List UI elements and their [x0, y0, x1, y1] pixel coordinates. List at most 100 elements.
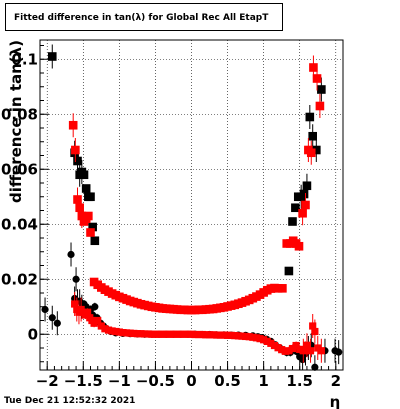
- x-tick-label: −2: [36, 372, 59, 390]
- data-point-square: [227, 331, 235, 339]
- data-point-square: [122, 329, 131, 337]
- data-point-square: [270, 341, 279, 350]
- data-point-square: [296, 345, 304, 353]
- data-point-square: [306, 148, 316, 158]
- data-point-square: [273, 284, 283, 293]
- data-point-square: [148, 330, 156, 338]
- data-point-square: [223, 331, 232, 339]
- data-point-square: [220, 331, 228, 339]
- data-marks: [41, 44, 343, 371]
- data-point-square: [73, 156, 82, 166]
- data-point-square: [312, 145, 321, 155]
- data-point-square: [274, 344, 282, 352]
- data-point-circle: [48, 314, 56, 322]
- data-point-square: [294, 241, 304, 251]
- data-point-square: [267, 339, 275, 347]
- x-axis-label: η: [330, 393, 341, 409]
- data-point-square: [278, 346, 286, 354]
- data-point-square: [79, 170, 89, 180]
- x-tick-label: 1.5: [286, 372, 313, 390]
- data-point-square: [309, 322, 317, 330]
- x-tick-label: 1: [258, 372, 268, 390]
- data-point-square: [292, 341, 300, 350]
- y-axis-label: difference in tan(λ): [7, 40, 25, 203]
- data-point-square: [68, 120, 78, 130]
- data-point-circle: [311, 363, 319, 371]
- data-point-square: [155, 330, 163, 338]
- data-point-square: [288, 344, 297, 353]
- data-point-square: [94, 316, 102, 325]
- data-point-square: [115, 328, 123, 336]
- data-point-circle: [335, 348, 343, 356]
- data-point-square: [202, 331, 210, 339]
- data-point-square: [77, 211, 87, 221]
- data-point-square: [314, 344, 322, 352]
- data-point-square: [112, 327, 120, 336]
- y-tick-label: 0: [28, 325, 38, 343]
- data-point-square: [177, 330, 185, 338]
- data-point-square: [191, 330, 199, 339]
- x-tick-labels: −2 −1.5 −1 −0.5 0 0.5 1 1.5 2: [36, 372, 341, 390]
- data-point-square: [288, 217, 297, 226]
- axis-ticks: [39, 45, 344, 370]
- data-point-square: [234, 332, 242, 340]
- data-point-square: [256, 335, 264, 343]
- x-tick-label: −1.5: [64, 372, 103, 390]
- data-point-square: [73, 195, 82, 204]
- data-point-square: [151, 330, 160, 338]
- data-point-square: [126, 329, 134, 337]
- x-tick-label: −0.5: [136, 372, 175, 390]
- data-point-square: [119, 329, 127, 337]
- data-point-square: [141, 330, 149, 338]
- data-point-square: [303, 341, 311, 349]
- data-point-square: [281, 347, 289, 355]
- data-point-circle: [41, 305, 49, 314]
- data-point-square: [159, 330, 167, 338]
- data-point-square: [71, 300, 79, 308]
- data-point-square: [252, 334, 261, 342]
- data-point-square: [169, 330, 178, 338]
- data-point-square: [81, 184, 91, 193]
- data-point-square: [108, 327, 116, 335]
- data-point-square: [97, 322, 105, 330]
- data-point-square: [101, 325, 109, 333]
- data-point-square: [238, 332, 246, 340]
- data-point-square: [209, 331, 217, 339]
- data-point-square: [213, 331, 221, 339]
- data-point-square: [309, 63, 318, 72]
- data-point-square: [137, 330, 145, 338]
- data-point-square: [88, 222, 97, 232]
- data-point-square: [86, 228, 95, 237]
- data-point-square: [184, 330, 192, 338]
- y-tick-label: 0.08: [1, 105, 38, 123]
- data-point-square: [298, 208, 307, 218]
- y-tick-label: 0.1: [11, 50, 38, 68]
- data-point-square: [260, 336, 268, 344]
- data-point-square: [299, 189, 309, 199]
- y-tick-label: 0.06: [1, 160, 38, 178]
- data-point-square: [187, 330, 196, 338]
- data-point-square: [195, 330, 203, 339]
- data-point-square: [133, 330, 141, 338]
- data-point-square: [301, 200, 310, 210]
- x-tick-label: 0: [186, 372, 196, 390]
- data-point-square: [317, 85, 326, 94]
- data-point-square: [166, 330, 174, 338]
- data-point-square: [130, 329, 138, 338]
- y-tick-label: 0.04: [1, 215, 38, 233]
- data-point-square: [84, 308, 92, 316]
- data-point-square: [245, 333, 253, 341]
- data-point-square: [86, 192, 95, 202]
- data-point-circle: [299, 355, 307, 364]
- data-point-circle: [67, 250, 75, 259]
- data-point-square: [299, 347, 307, 355]
- data-point-square: [198, 330, 206, 339]
- data-point-square: [284, 266, 294, 276]
- data-point-square: [311, 327, 319, 336]
- data-point-square: [71, 145, 80, 155]
- x-tick-label: 2: [331, 372, 341, 390]
- data-point-square: [263, 337, 271, 345]
- y-tick-labels: 0 0.02 0.04 0.06 0.08 0.1: [1, 50, 38, 343]
- data-point-square: [180, 330, 188, 338]
- data-point-square: [249, 333, 257, 341]
